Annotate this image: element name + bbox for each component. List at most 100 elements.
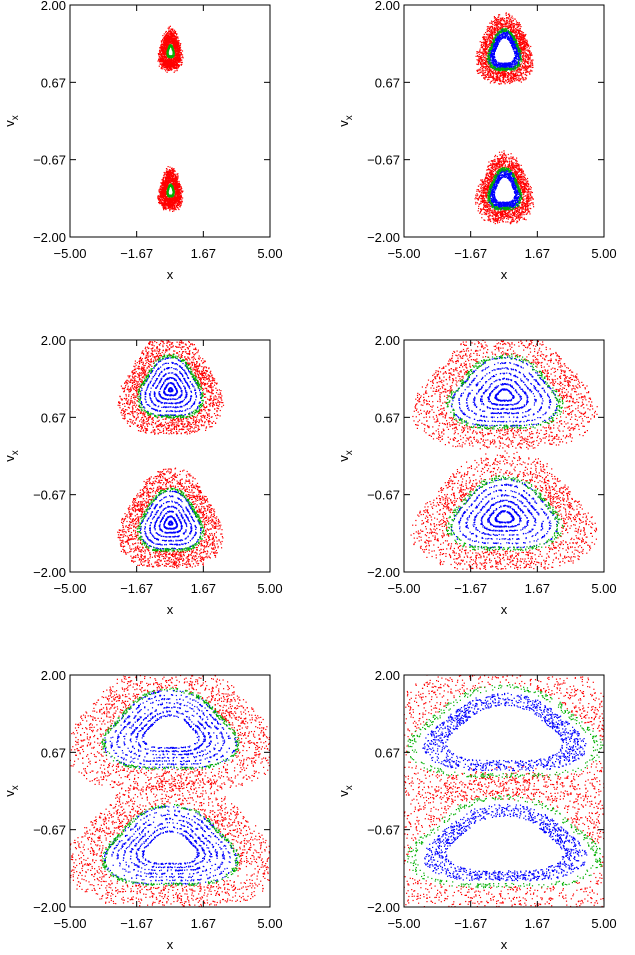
data-point — [502, 25, 504, 27]
data-point — [485, 58, 487, 60]
data-point — [173, 58, 175, 60]
data-point — [168, 173, 170, 175]
data-point — [509, 77, 511, 79]
data-point — [495, 18, 497, 20]
data-point — [486, 52, 488, 54]
data-point — [162, 203, 165, 205]
data-point — [521, 38, 523, 40]
data-point — [177, 67, 179, 69]
data-point — [168, 180, 170, 182]
data-point — [180, 185, 182, 188]
data-point — [494, 32, 497, 34]
data-point — [174, 205, 176, 207]
data-point — [498, 16, 500, 18]
data-point — [504, 75, 506, 77]
data-point — [479, 71, 482, 73]
data-point — [162, 176, 165, 178]
data-point — [505, 14, 507, 16]
data-point — [526, 54, 528, 56]
data-point — [165, 55, 167, 57]
data-point — [172, 177, 174, 179]
data-point — [174, 170, 176, 172]
data-point — [176, 43, 178, 45]
data-point — [171, 35, 174, 37]
data-point — [171, 180, 173, 182]
data-point — [171, 196, 173, 198]
data-point — [483, 35, 485, 38]
data-point — [173, 184, 175, 186]
data-point — [182, 190, 184, 192]
data-point — [480, 51, 482, 53]
data-point — [176, 36, 178, 39]
data-point — [167, 61, 169, 63]
data-point — [525, 74, 528, 76]
data-point — [157, 197, 159, 199]
data-point — [522, 76, 524, 78]
data-point — [166, 182, 168, 184]
data-point — [526, 65, 528, 67]
data-point — [488, 68, 490, 70]
data-point — [173, 183, 175, 185]
data-point — [484, 49, 486, 51]
data-point — [523, 60, 525, 62]
data-point — [493, 16, 495, 18]
data-point — [480, 63, 482, 65]
data-point — [521, 61, 524, 63]
data-point — [489, 41, 491, 43]
data-point — [176, 33, 178, 35]
data-point — [505, 79, 507, 81]
data-point — [481, 57, 483, 59]
data-point — [164, 181, 166, 183]
data-point — [174, 64, 176, 66]
data-point — [520, 41, 522, 43]
data-point — [492, 76, 495, 78]
data-point — [522, 52, 524, 54]
data-point — [176, 206, 179, 209]
data-point — [499, 72, 501, 74]
data-point — [166, 188, 168, 190]
data-point — [171, 176, 173, 178]
y-axis-label: vx — [2, 115, 21, 127]
data-point — [524, 49, 526, 51]
data-point — [173, 64, 175, 66]
data-point — [161, 65, 163, 67]
data-point — [173, 201, 175, 203]
data-point — [516, 34, 518, 36]
data-point — [510, 71, 512, 73]
data-point — [478, 70, 480, 72]
data-point — [525, 67, 527, 69]
data-point — [494, 19, 496, 21]
data-point — [502, 72, 504, 74]
data-point — [516, 22, 518, 24]
data-point — [164, 203, 166, 206]
data-point — [167, 46, 169, 48]
data-point — [177, 55, 179, 57]
data-point — [521, 38, 523, 40]
data-point — [485, 32, 487, 34]
data-point — [175, 199, 177, 201]
data-point — [502, 18, 504, 21]
data-point — [499, 161, 501, 163]
data-point — [524, 68, 527, 70]
data-point — [487, 72, 489, 74]
data-point — [170, 194, 172, 197]
data-point — [180, 64, 182, 66]
data-point — [164, 63, 166, 65]
data-point — [497, 23, 499, 25]
data-point — [173, 205, 175, 207]
data-point — [163, 176, 165, 178]
data-point — [175, 176, 177, 178]
data-point — [172, 168, 174, 171]
data-point — [526, 71, 528, 73]
data-point — [168, 181, 171, 184]
data-point — [503, 70, 505, 72]
data-point — [525, 78, 527, 80]
data-point — [168, 200, 170, 202]
data-point — [485, 42, 487, 44]
data-point — [169, 64, 172, 66]
data-point — [163, 201, 165, 203]
data-point — [516, 36, 518, 38]
data-point — [163, 209, 165, 211]
data-point — [492, 72, 494, 74]
